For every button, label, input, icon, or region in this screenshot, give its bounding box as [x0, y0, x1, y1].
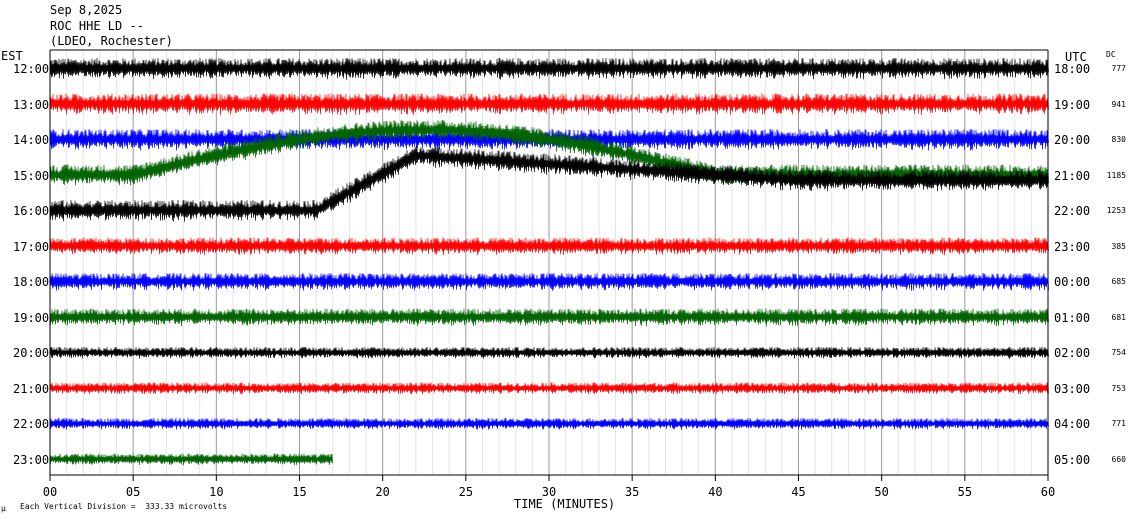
est-hour-label: 15:00	[13, 168, 50, 183]
est-hour-label: 19:00	[13, 310, 50, 325]
dc-offset-value: 385	[1111, 241, 1126, 251]
est-hour-label: 21:00	[13, 381, 50, 396]
dc-offset-value: 941	[1111, 99, 1126, 109]
dc-offset-value: 1185	[1106, 170, 1126, 180]
trace-1300	[49, 93, 1049, 116]
trace-2100	[49, 382, 1049, 395]
utc-hour-label: 19:00	[1054, 97, 1091, 112]
utc-hour-label: 22:00	[1054, 204, 1091, 218]
trace-1900	[49, 308, 1049, 327]
date-label: Sep 8,2025	[50, 3, 123, 17]
dc-offset-value: 777	[1111, 64, 1126, 73]
est-hour-label: 20:00	[13, 346, 50, 360]
x-tick-label: 15	[292, 485, 307, 499]
dc-offset-value: 1253	[1106, 206, 1126, 215]
trace-1200	[49, 57, 1049, 80]
utc-hour-label: 05:00	[1054, 452, 1091, 467]
dc-offset-value: 660	[1111, 454, 1126, 464]
dc-column-header: DC	[1106, 50, 1116, 59]
seismic-traces	[49, 57, 1049, 466]
x-tick-label: 00	[42, 485, 58, 499]
dc-offset-value: 830	[1111, 135, 1126, 144]
x-tick-label: 35	[624, 485, 640, 499]
scale-note: Each Vertical Division = 333.33 microvol…	[20, 502, 228, 511]
utc-hour-label: 01:00	[1054, 310, 1091, 325]
dc-offset-value: 771	[1111, 419, 1126, 428]
trace-1500	[49, 119, 1049, 187]
est-hour-label: 12:00	[13, 62, 50, 76]
x-tick-label: 55	[957, 485, 973, 499]
x-tick-label: 60	[1040, 485, 1056, 499]
est-hour-label: 17:00	[13, 239, 50, 254]
utc-hour-label: 20:00	[1054, 133, 1091, 147]
est-hour-label: 16:00	[13, 204, 50, 218]
micro-symbol: μ	[1, 504, 6, 513]
trace-1800	[49, 272, 1049, 291]
trace-1600	[49, 145, 1049, 222]
x-axis-title: TIME (MINUTES)	[514, 497, 616, 511]
utc-hour-label: 00:00	[1054, 275, 1091, 289]
est-hour-label: 18:00	[13, 275, 50, 289]
dc-offset-value: 754	[1111, 348, 1126, 357]
utc-hour-label: 21:00	[1054, 168, 1091, 183]
x-tick-label: 40	[708, 485, 723, 499]
dc-offset-value: 685	[1111, 277, 1126, 286]
x-tick-label: 10	[209, 485, 224, 499]
est-hour-label: 22:00	[13, 417, 50, 431]
est-hour-label: 23:00	[13, 452, 50, 467]
plot-frame	[49, 49, 1049, 481]
trace-2200	[49, 417, 1049, 431]
trace-2000	[49, 346, 1049, 359]
x-tick-label: 25	[458, 485, 474, 499]
est-hour-label: 13:00	[13, 97, 50, 112]
utc-hour-label: 23:00	[1054, 239, 1091, 254]
minute-gridlines	[49, 50, 1049, 475]
x-tick-label: 05	[125, 485, 141, 499]
utc-hour-label: 04:00	[1054, 417, 1091, 431]
est-axis-label: EST	[1, 49, 23, 63]
x-tick-label: 30	[541, 485, 557, 499]
utc-axis-label: UTC	[1065, 50, 1087, 64]
dc-offset-value: 753	[1111, 383, 1126, 393]
trace-2300	[49, 453, 333, 466]
station-label: ROC HHE LD --	[50, 19, 144, 33]
utc-hour-label: 02:00	[1054, 346, 1091, 360]
utc-hour-label: 18:00	[1054, 62, 1091, 76]
trace-1700	[49, 237, 1049, 256]
x-tick-label: 50	[874, 485, 889, 499]
network-label: (LDEO, Rochester)	[50, 34, 173, 48]
x-tick-label: 20	[375, 485, 390, 499]
dc-offset-value: 681	[1111, 312, 1126, 322]
utc-hour-label: 03:00	[1054, 381, 1091, 396]
est-hour-label: 14:00	[13, 133, 50, 147]
x-tick-label: 45	[791, 485, 806, 499]
